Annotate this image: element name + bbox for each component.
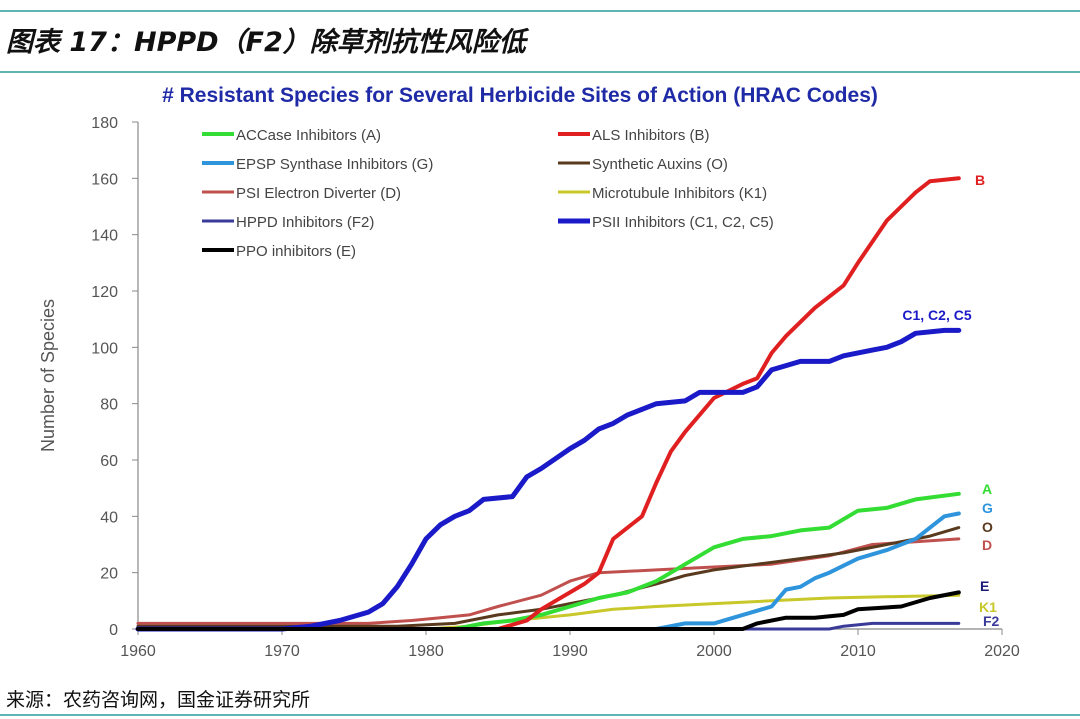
end-label-a: A [982, 481, 992, 497]
y-axis-label: Number of Species [38, 299, 58, 452]
y-tick-label: 80 [100, 397, 118, 414]
end-label-g: G [982, 500, 993, 516]
x-tick-label: 1990 [552, 643, 588, 660]
end-label-k1: K1 [979, 599, 997, 615]
y-tick-label: 40 [100, 509, 118, 526]
end-label-o: O [982, 519, 993, 535]
figure-title: 图表 17：HPPD（F2）除草剂抗性风险低 [6, 27, 526, 58]
y-tick-label: 160 [91, 171, 118, 188]
x-tick-label: 2020 [984, 643, 1020, 660]
legend-label: EPSP Synthase Inhibitors (G) [236, 156, 433, 173]
end-label-b: B [975, 172, 985, 188]
y-tick-label: 100 [91, 340, 118, 357]
series-line-a [136, 491, 961, 631]
series-line-b [136, 176, 961, 631]
series-line-g [136, 511, 961, 631]
x-tick-label: 2000 [696, 643, 732, 660]
legend-label: ACCase Inhibitors (A) [236, 127, 381, 144]
series-line-e [136, 590, 961, 631]
legend-label: HPPD Inhibitors (F2) [236, 214, 374, 231]
chart-title: # Resistant Species for Several Herbicid… [162, 84, 878, 107]
x-tick-label: 2010 [840, 643, 876, 660]
end-label-d: D [982, 537, 992, 553]
source-note: 来源：农药咨询网，国金证券研究所 [6, 689, 311, 711]
series-line-c1-c2-c5 [135, 327, 962, 632]
y-tick-label: 0 [109, 622, 118, 639]
title-underline [0, 71, 1080, 73]
legend-label: ALS Inhibitors (B) [592, 127, 710, 144]
legend-label: PPO inhibitors (E) [236, 243, 356, 260]
top-rule [0, 10, 1080, 12]
y-tick-label: 120 [91, 284, 118, 301]
y-tick-label: 140 [91, 228, 118, 245]
end-label-f2: F2 [983, 613, 1000, 629]
line-chart: # Resistant Species for Several Herbicid… [38, 84, 1020, 660]
series-line-o [136, 526, 961, 628]
y-tick-label: 180 [91, 115, 118, 132]
legend-label: PSI Electron Diverter (D) [236, 185, 401, 202]
legend-label: PSII Inhibitors (C1, C2, C5) [592, 214, 774, 231]
legend-label: Synthetic Auxins (O) [592, 156, 728, 173]
x-tick-label: 1960 [120, 643, 156, 660]
x-tick-label: 1980 [408, 643, 444, 660]
x-tick-label: 1970 [264, 643, 300, 660]
end-label-e: E [980, 578, 989, 594]
y-tick-label: 60 [100, 453, 118, 470]
end-label-c1-c2-c5: C1, C2, C5 [902, 307, 971, 323]
y-tick-label: 20 [100, 566, 118, 583]
bottom-rule [0, 714, 1080, 716]
legend-label: Microtubule Inhibitors (K1) [592, 185, 767, 202]
